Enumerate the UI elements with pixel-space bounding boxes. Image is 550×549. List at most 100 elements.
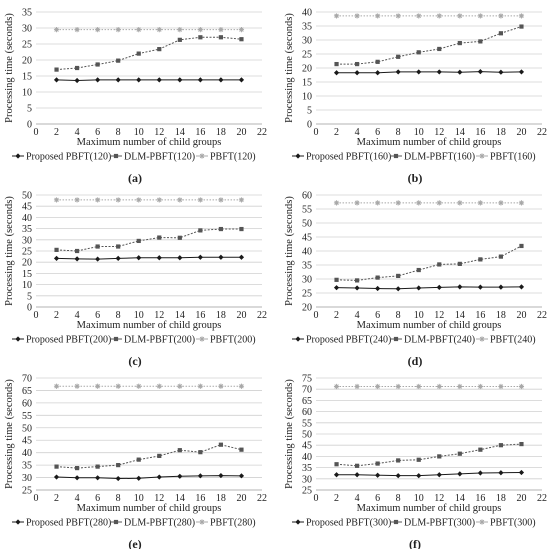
legend-label: Proposed PBFT(300) [306,518,391,529]
data-point [354,61,360,67]
legend-marker [199,153,205,159]
x-tick-label: 16 [195,127,205,138]
legend-marker [199,336,205,342]
data-point [333,383,340,390]
x-tick-label: 14 [175,493,185,504]
data-point [375,285,381,292]
x-tick-label: 14 [455,310,465,321]
y-tick-label: 0 [307,120,312,131]
data-point [115,255,121,261]
data-point [395,473,401,479]
y-tick-label: 25 [302,289,312,300]
x-tick-label: 22 [257,310,267,321]
y-tick-label: 30 [22,473,32,484]
x-tick-label: 14 [455,493,465,504]
series-line [336,26,522,65]
y-tick-label: 25 [302,486,312,497]
data-point [53,197,60,203]
x-tick-label: 0 [314,127,319,138]
legend-marker [479,153,485,159]
x-tick-label: 2 [54,493,59,504]
data-point [395,286,401,292]
data-point [177,197,183,203]
x-tick-label: 4 [355,493,360,504]
x-tick-label: 20 [516,310,526,321]
series-line [56,36,242,71]
x-tick-label: 6 [375,310,380,321]
panel-label: (b) [408,171,423,185]
data-point [136,255,142,261]
x-tick-label: 12 [154,127,164,138]
data-point [396,273,401,279]
legend-label: PBFT(160) [490,152,536,163]
x-tick-label: 12 [434,127,444,138]
data-point [395,69,401,75]
data-point [519,441,524,447]
data-point [95,62,100,67]
data-point [498,383,504,390]
x-tick-label: 12 [434,310,444,321]
data-point [53,474,60,480]
data-point [218,254,224,260]
y-tick-label: 30 [302,275,312,286]
data-point [136,27,142,33]
y-tick-label: 50 [302,219,312,230]
data-point [436,383,442,390]
legend-marker [393,519,399,525]
x-tick-label: 20 [236,127,246,138]
data-point [436,284,442,290]
panel-label: (e) [128,537,141,549]
data-point [218,77,224,83]
legend-label: DLM-PBFT(160) [404,152,475,163]
data-point [95,256,101,262]
x-tick-label: 2 [54,310,59,321]
y-tick-label: 25 [22,486,32,497]
data-point [53,77,60,83]
data-point [354,278,360,283]
x-axis-label: Maximum number of child groups [357,320,502,331]
y-axis-label: Processing time (seconds) [284,13,295,123]
data-point [519,243,524,249]
y-tick-label: 50 [22,191,32,202]
data-point [156,197,162,203]
data-point [177,448,182,453]
y-tick-label: 30 [22,235,32,246]
x-tick-label: 14 [175,127,185,138]
y-tick-label: 25 [22,40,32,51]
data-point [416,69,422,75]
x-tick-label: 0 [34,127,39,138]
y-tick-label: 25 [22,247,32,258]
y-tick-label: 75 [302,374,312,385]
data-point [74,383,80,389]
data-point [218,27,224,33]
x-tick-label: 18 [496,127,506,138]
series-line [56,475,242,480]
data-point [136,51,141,56]
y-tick-label: 15 [302,78,312,89]
data-point [498,200,504,206]
y-tick-label: 55 [302,205,312,216]
data-point [416,200,422,206]
y-tick-label: 50 [22,423,32,434]
data-point [457,471,463,477]
x-tick-label: 22 [537,493,547,504]
y-tick-label: 40 [302,8,312,19]
legend-marker [113,519,119,525]
data-point [457,40,462,46]
data-point [518,13,525,19]
data-point [518,469,525,476]
x-tick-label: 10 [414,127,424,138]
legend-marker [393,153,399,159]
data-point [498,254,504,259]
x-tick-label: 18 [496,493,506,504]
data-point [396,54,401,59]
data-point [197,383,203,389]
y-tick-label: 20 [302,303,312,314]
data-point [436,200,442,206]
data-point [477,200,483,206]
data-point [436,13,442,19]
x-tick-label: 16 [195,493,205,504]
